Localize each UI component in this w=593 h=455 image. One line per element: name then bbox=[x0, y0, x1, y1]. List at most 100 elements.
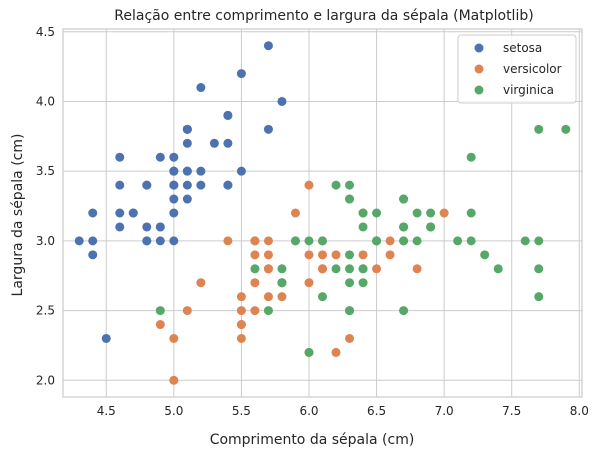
chart-title: Relação entre comprimento e largura da s… bbox=[114, 8, 533, 24]
data-point-virginica bbox=[426, 222, 436, 232]
data-point-virginica bbox=[399, 194, 409, 204]
y-tick-label: 4.0 bbox=[36, 94, 55, 108]
legend-marker-versicolor bbox=[474, 64, 484, 74]
data-point-virginica bbox=[277, 278, 287, 288]
data-point-virginica bbox=[277, 264, 287, 274]
y-tick-label: 2.0 bbox=[36, 373, 55, 387]
data-point-versicolor bbox=[169, 333, 179, 343]
data-point-virginica bbox=[412, 236, 422, 246]
data-point-virginica bbox=[318, 292, 327, 302]
data-point-versicolor bbox=[318, 264, 327, 274]
data-point-versicolor bbox=[250, 278, 260, 288]
data-point-virginica bbox=[493, 264, 503, 274]
data-point-setosa bbox=[182, 180, 192, 190]
data-point-versicolor bbox=[385, 250, 395, 260]
data-point-setosa bbox=[182, 138, 192, 148]
data-point-setosa bbox=[209, 138, 219, 148]
data-point-versicolor bbox=[236, 333, 246, 343]
data-point-versicolor bbox=[290, 208, 300, 218]
data-point-setosa bbox=[169, 208, 179, 218]
data-point-setosa bbox=[263, 124, 273, 134]
data-point-versicolor bbox=[182, 306, 192, 316]
data-point-setosa bbox=[223, 138, 233, 148]
y-tick-label: 3.5 bbox=[36, 164, 55, 178]
data-point-virginica bbox=[412, 208, 422, 218]
data-point-versicolor bbox=[263, 264, 273, 274]
data-point-virginica bbox=[534, 264, 544, 274]
data-point-virginica bbox=[534, 124, 544, 134]
data-point-versicolor bbox=[277, 292, 287, 302]
data-point-virginica bbox=[345, 278, 355, 288]
data-point-versicolor bbox=[250, 250, 260, 260]
data-point-versicolor bbox=[155, 320, 165, 330]
legend-label-versicolor: versicolor bbox=[503, 62, 562, 76]
x-tick-label: 6.5 bbox=[367, 404, 386, 418]
x-tick-label: 6.0 bbox=[299, 404, 318, 418]
data-point-versicolor bbox=[250, 306, 260, 316]
data-point-virginica bbox=[331, 180, 341, 190]
data-point-virginica bbox=[561, 124, 571, 134]
y-tick-label: 4.5 bbox=[36, 25, 55, 39]
data-point-versicolor bbox=[304, 180, 314, 190]
y-tick-label: 3.0 bbox=[36, 234, 55, 248]
data-point-setosa bbox=[223, 180, 233, 190]
data-point-setosa bbox=[223, 110, 233, 120]
data-point-setosa bbox=[88, 236, 98, 246]
data-point-setosa bbox=[115, 152, 125, 162]
data-point-versicolor bbox=[250, 236, 260, 246]
data-point-setosa bbox=[277, 96, 287, 106]
data-point-virginica bbox=[399, 222, 409, 232]
data-point-virginica bbox=[345, 250, 355, 260]
legend: setosa versicolor virginica bbox=[457, 34, 577, 104]
data-point-virginica bbox=[290, 236, 300, 246]
series-versicolor bbox=[155, 180, 449, 385]
data-point-setosa bbox=[196, 166, 206, 176]
data-point-setosa bbox=[115, 180, 125, 190]
data-point-setosa bbox=[142, 236, 152, 246]
data-point-versicolor bbox=[236, 292, 246, 302]
data-point-setosa bbox=[88, 250, 98, 260]
data-point-versicolor bbox=[196, 278, 206, 288]
data-point-versicolor bbox=[263, 250, 273, 260]
data-point-virginica bbox=[466, 208, 476, 218]
x-tick-labels: 4.5 5.0 5.5 6.0 6.5 7.0 7.5 8.0 bbox=[97, 404, 589, 418]
x-tick-label: 4.5 bbox=[97, 404, 116, 418]
series-virginica bbox=[155, 124, 571, 357]
legend-label-virginica: virginica bbox=[503, 83, 554, 97]
data-point-virginica bbox=[331, 264, 341, 274]
data-point-virginica bbox=[345, 194, 355, 204]
series-setosa bbox=[74, 41, 287, 343]
data-point-setosa bbox=[169, 166, 179, 176]
x-tick-label: 8.0 bbox=[570, 404, 589, 418]
data-point-virginica bbox=[466, 152, 476, 162]
data-point-virginica bbox=[358, 278, 368, 288]
data-point-virginica bbox=[372, 208, 382, 218]
data-point-virginica bbox=[345, 306, 355, 316]
data-point-virginica bbox=[358, 264, 368, 274]
data-point-setosa bbox=[196, 180, 206, 190]
data-point-virginica bbox=[250, 264, 260, 274]
x-axis-label: Comprimento da sépala (cm) bbox=[210, 432, 415, 448]
legend-marker-setosa bbox=[474, 43, 484, 53]
data-point-virginica bbox=[155, 306, 165, 316]
x-tick-label: 5.5 bbox=[232, 404, 251, 418]
data-point-virginica bbox=[304, 347, 314, 357]
data-point-virginica bbox=[480, 250, 490, 260]
legend-box bbox=[457, 34, 577, 104]
data-point-setosa bbox=[236, 69, 246, 79]
data-point-virginica bbox=[304, 236, 314, 246]
x-tick-label: 7.0 bbox=[435, 404, 454, 418]
data-point-setosa bbox=[115, 208, 125, 218]
data-point-virginica bbox=[426, 208, 436, 218]
data-point-versicolor bbox=[223, 236, 233, 246]
data-point-setosa bbox=[155, 222, 165, 232]
data-point-versicolor bbox=[263, 236, 273, 246]
data-point-virginica bbox=[520, 236, 530, 246]
data-point-setosa bbox=[142, 180, 152, 190]
data-point-setosa bbox=[142, 222, 152, 232]
data-point-virginica bbox=[318, 236, 327, 246]
data-points bbox=[74, 41, 571, 385]
data-point-versicolor bbox=[331, 347, 341, 357]
data-point-setosa bbox=[169, 194, 179, 204]
